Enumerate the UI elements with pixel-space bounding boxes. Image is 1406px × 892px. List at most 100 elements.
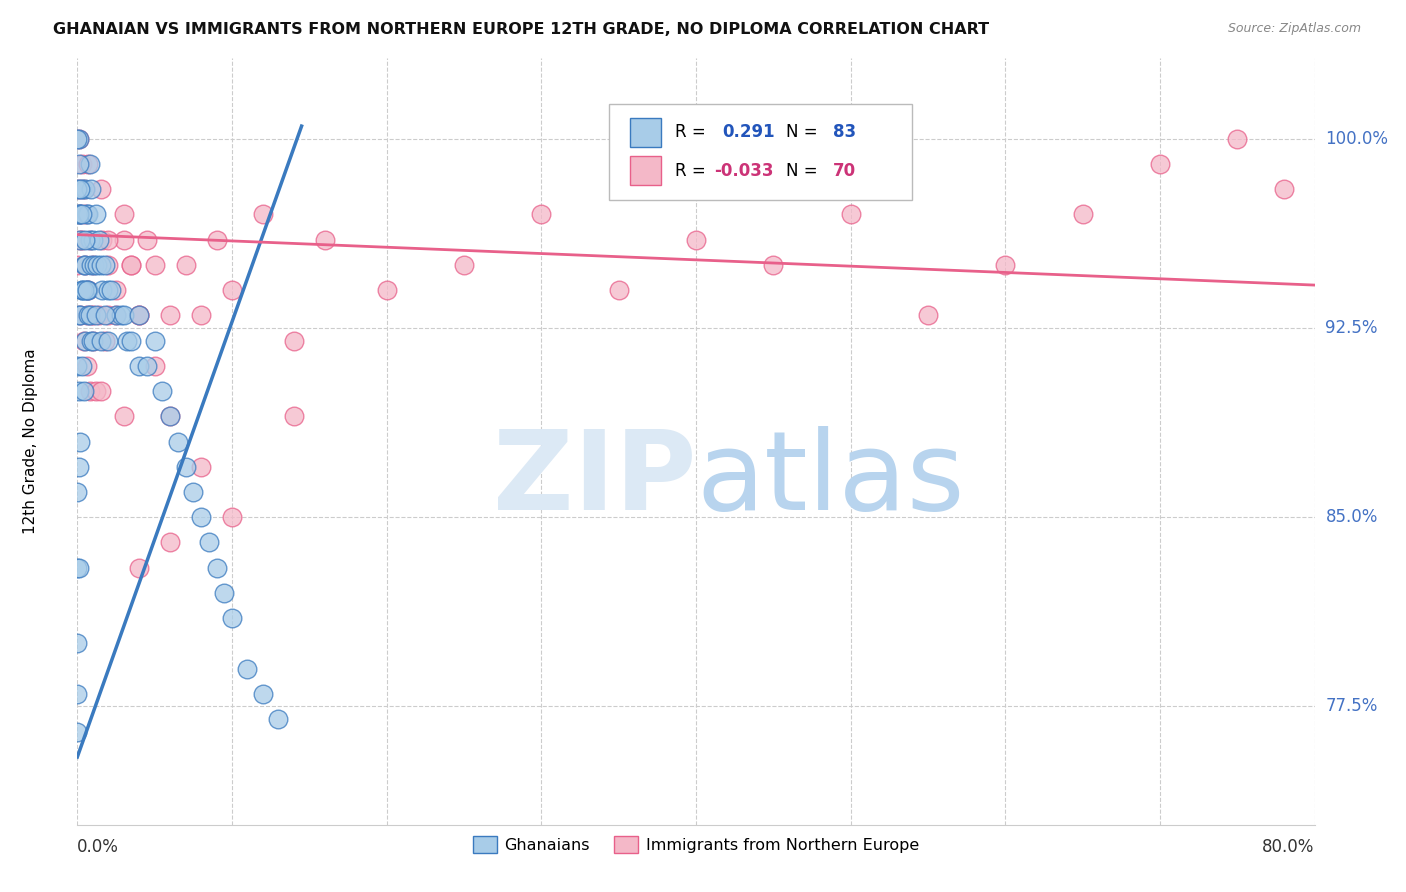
Point: [69, 207, 91, 221]
Point: [839, 207, 862, 221]
Point: [67, 157, 90, 171]
FancyBboxPatch shape: [630, 156, 661, 186]
Point: [72, 182, 94, 196]
Point: [121, 258, 143, 272]
Point: [83, 258, 105, 272]
Text: 92.5%: 92.5%: [1326, 319, 1378, 337]
Point: [762, 258, 785, 272]
Point: [252, 687, 274, 701]
Point: [67, 309, 90, 323]
Point: [80, 334, 103, 348]
Point: [190, 510, 212, 524]
Point: [80, 182, 103, 196]
Point: [82, 309, 104, 323]
Point: [67, 560, 90, 574]
Point: [115, 334, 138, 348]
Point: [283, 334, 305, 348]
Point: [97, 283, 120, 297]
Text: 100.0%: 100.0%: [1326, 129, 1389, 148]
Point: [128, 560, 150, 574]
Point: [128, 309, 150, 323]
Point: [110, 309, 132, 323]
Point: [236, 662, 259, 676]
Point: [72, 334, 94, 348]
Text: ZIP: ZIP: [492, 426, 696, 533]
Point: [66, 485, 89, 500]
Point: [70, 157, 93, 171]
Point: [105, 309, 127, 323]
Point: [79, 233, 101, 247]
Point: [267, 712, 290, 726]
Point: [112, 233, 135, 247]
Point: [100, 283, 122, 297]
Point: [97, 334, 120, 348]
Point: [1071, 207, 1094, 221]
Text: R =: R =: [675, 123, 711, 142]
Point: [128, 309, 150, 323]
Point: [1272, 182, 1295, 196]
Point: [105, 283, 127, 297]
Point: [67, 384, 90, 398]
Text: 83: 83: [834, 123, 856, 142]
Point: [91, 233, 114, 247]
Point: [530, 207, 553, 221]
Text: 12th Grade, No Diploma: 12th Grade, No Diploma: [22, 349, 38, 534]
Point: [314, 233, 336, 247]
Point: [82, 233, 104, 247]
Point: [77, 309, 100, 323]
Text: Source: ZipAtlas.com: Source: ZipAtlas.com: [1227, 22, 1361, 36]
Text: 85.0%: 85.0%: [1326, 508, 1378, 526]
Point: [70, 283, 93, 297]
Point: [82, 258, 104, 272]
Text: -0.033: -0.033: [714, 161, 775, 180]
Point: [1149, 157, 1171, 171]
Point: [375, 283, 398, 297]
Point: [685, 233, 707, 247]
Point: [205, 560, 228, 574]
Text: N =: N =: [786, 161, 823, 180]
Point: [82, 334, 104, 348]
Point: [183, 485, 205, 500]
Point: [69, 434, 91, 449]
Point: [72, 283, 94, 297]
Point: [159, 409, 181, 424]
Point: [159, 309, 181, 323]
Point: [90, 182, 111, 196]
Point: [67, 132, 90, 146]
Text: atlas: atlas: [696, 426, 965, 533]
Point: [77, 283, 100, 297]
Point: [77, 283, 100, 297]
Point: [1226, 132, 1249, 146]
Point: [66, 258, 89, 272]
Point: [69, 309, 91, 323]
Point: [84, 207, 107, 221]
Point: [69, 207, 91, 221]
Text: 70: 70: [834, 161, 856, 180]
Point: [136, 233, 159, 247]
Point: [159, 409, 181, 424]
Point: [72, 258, 94, 272]
Point: [94, 258, 117, 272]
Point: [69, 182, 91, 196]
Legend: Ghanaians, Immigrants from Northern Europe: Ghanaians, Immigrants from Northern Euro…: [467, 830, 925, 859]
Text: 0.0%: 0.0%: [77, 838, 120, 855]
Point: [66, 724, 89, 739]
Point: [112, 409, 135, 424]
Text: GHANAIAN VS IMMIGRANTS FROM NORTHERN EUROPE 12TH GRADE, NO DIPLOMA CORRELATION C: GHANAIAN VS IMMIGRANTS FROM NORTHERN EUR…: [53, 22, 990, 37]
Point: [75, 258, 96, 272]
Point: [80, 258, 103, 272]
Point: [121, 258, 143, 272]
Point: [66, 182, 89, 196]
Point: [221, 611, 243, 625]
Point: [105, 309, 127, 323]
Point: [86, 258, 108, 272]
Point: [174, 459, 197, 474]
Point: [80, 309, 103, 323]
Point: [994, 258, 1017, 272]
Point: [66, 560, 89, 574]
Point: [198, 535, 221, 549]
Point: [82, 334, 104, 348]
Point: [67, 459, 90, 474]
Point: [94, 309, 117, 323]
Point: [70, 182, 93, 196]
